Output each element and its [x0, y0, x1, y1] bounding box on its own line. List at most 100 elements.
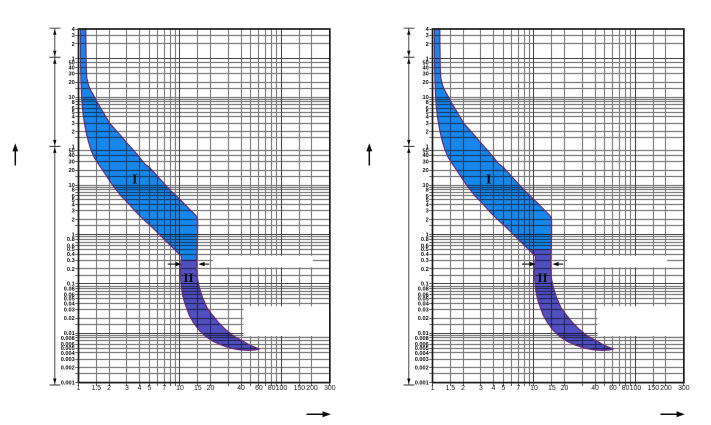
svg-text:0.01: 0.01: [64, 331, 75, 337]
svg-text:6: 6: [72, 194, 75, 200]
svg-text:0.006: 0.006: [61, 342, 75, 348]
svg-text:0.04: 0.04: [418, 301, 430, 307]
svg-text:10: 10: [68, 95, 74, 101]
svg-text:80: 80: [622, 385, 630, 392]
svg-text:3: 3: [125, 385, 129, 392]
svg-text:15: 15: [548, 385, 556, 392]
svg-text:20: 20: [207, 385, 215, 392]
svg-text:8: 8: [72, 188, 75, 194]
svg-text:10: 10: [68, 183, 74, 189]
svg-text:I: I: [132, 172, 137, 187]
svg-text:5: 5: [501, 385, 505, 392]
svg-text:7: 7: [516, 385, 520, 392]
svg-text:0.05: 0.05: [64, 297, 75, 303]
svg-text:30: 30: [422, 159, 428, 165]
svg-text:200: 200: [660, 385, 672, 392]
svg-text:50: 50: [68, 61, 74, 67]
svg-text:8: 8: [426, 188, 429, 194]
svg-text:3: 3: [426, 121, 429, 127]
svg-text:4: 4: [138, 385, 142, 392]
svg-text:4: 4: [72, 115, 76, 121]
svg-text:150: 150: [648, 385, 660, 392]
svg-text:0.004: 0.004: [415, 351, 430, 357]
svg-text:8: 8: [426, 100, 429, 106]
svg-text:1.5: 1.5: [92, 385, 102, 392]
svg-text:0.08: 0.08: [64, 286, 75, 292]
svg-text:0.8: 0.8: [67, 237, 75, 243]
svg-text:3: 3: [426, 33, 429, 39]
svg-text:1: 1: [72, 144, 75, 150]
svg-text:60: 60: [255, 385, 263, 392]
svg-text:2: 2: [426, 130, 429, 136]
svg-text:0.06: 0.06: [418, 293, 429, 299]
svg-text:0.003: 0.003: [61, 357, 75, 363]
svg-text:0.3: 0.3: [67, 258, 75, 264]
svg-text:0.6: 0.6: [67, 243, 75, 249]
svg-text:40: 40: [68, 65, 74, 71]
svg-text:1: 1: [72, 232, 75, 238]
svg-text:1: 1: [426, 144, 429, 150]
svg-text:5: 5: [72, 198, 75, 204]
svg-text:0.4: 0.4: [421, 252, 430, 258]
svg-text:10: 10: [530, 385, 538, 392]
svg-text:15: 15: [194, 385, 202, 392]
svg-text:1: 1: [72, 57, 75, 63]
svg-text:0.006: 0.006: [415, 342, 429, 348]
svg-text:6: 6: [72, 106, 75, 112]
svg-text:I: I: [486, 172, 491, 187]
svg-text:20: 20: [68, 80, 74, 86]
svg-text:4: 4: [426, 27, 430, 33]
svg-text:100: 100: [630, 385, 642, 392]
svg-text:0.005: 0.005: [415, 346, 429, 352]
svg-text:0.004: 0.004: [61, 351, 76, 357]
svg-text:1: 1: [426, 232, 429, 238]
svg-text:0.5: 0.5: [67, 247, 75, 253]
svg-text:30: 30: [422, 72, 428, 78]
svg-text:40: 40: [591, 385, 599, 392]
svg-text:0.002: 0.002: [61, 366, 75, 372]
svg-text:0.01: 0.01: [418, 331, 429, 337]
svg-text:0.005: 0.005: [61, 346, 75, 352]
svg-text:0.3: 0.3: [421, 258, 429, 264]
svg-text:3: 3: [72, 33, 75, 39]
svg-text:II: II: [537, 270, 547, 285]
svg-text:3: 3: [72, 121, 75, 127]
svg-text:0.001: 0.001: [61, 381, 75, 387]
svg-text:200: 200: [306, 385, 318, 392]
svg-text:1: 1: [77, 385, 81, 392]
svg-text:2: 2: [426, 217, 429, 223]
svg-text:7: 7: [162, 385, 166, 392]
svg-text:50: 50: [422, 61, 428, 67]
svg-text:0.003: 0.003: [415, 357, 429, 363]
svg-text:50: 50: [422, 148, 428, 154]
svg-text:150: 150: [294, 385, 306, 392]
svg-text:2: 2: [426, 42, 429, 48]
svg-text:10: 10: [176, 385, 184, 392]
svg-text:3: 3: [72, 209, 75, 215]
svg-text:0.03: 0.03: [64, 308, 75, 314]
svg-text:2: 2: [72, 42, 75, 48]
svg-text:10: 10: [422, 95, 428, 101]
svg-text:20: 20: [561, 385, 569, 392]
svg-text:2: 2: [72, 217, 75, 223]
svg-text:6: 6: [426, 106, 429, 112]
svg-text:0.5: 0.5: [421, 247, 429, 253]
svg-text:300: 300: [324, 385, 336, 392]
svg-text:10: 10: [422, 183, 428, 189]
svg-text:4: 4: [426, 115, 430, 121]
svg-text:4: 4: [72, 203, 76, 209]
svg-text:5: 5: [426, 198, 429, 204]
svg-text:0.8: 0.8: [421, 237, 429, 243]
svg-text:6: 6: [426, 194, 429, 200]
svg-text:3: 3: [479, 385, 483, 392]
svg-text:40: 40: [422, 65, 428, 71]
svg-text:1: 1: [426, 57, 429, 63]
svg-text:0.03: 0.03: [418, 308, 429, 314]
svg-text:4: 4: [492, 385, 496, 392]
svg-text:0.001: 0.001: [415, 381, 429, 387]
svg-text:1.5: 1.5: [446, 385, 456, 392]
svg-text:2: 2: [107, 385, 111, 392]
svg-text:0.05: 0.05: [418, 297, 429, 303]
svg-text:5: 5: [147, 385, 151, 392]
svg-text:0.02: 0.02: [418, 316, 429, 322]
